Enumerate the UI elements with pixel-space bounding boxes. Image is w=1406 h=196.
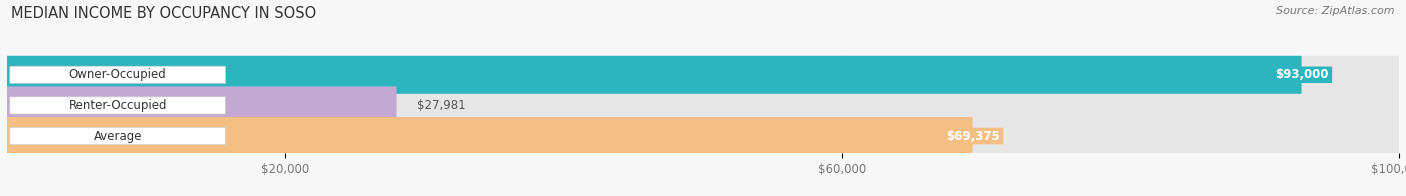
Text: MEDIAN INCOME BY OCCUPANCY IN SOSO: MEDIAN INCOME BY OCCUPANCY IN SOSO — [11, 6, 316, 21]
Text: Average: Average — [93, 130, 142, 142]
Text: $27,981: $27,981 — [418, 99, 465, 112]
FancyBboxPatch shape — [10, 66, 225, 83]
Text: $69,375: $69,375 — [946, 130, 1000, 142]
FancyBboxPatch shape — [10, 97, 225, 114]
FancyBboxPatch shape — [7, 117, 1399, 155]
FancyBboxPatch shape — [7, 86, 1399, 124]
FancyBboxPatch shape — [7, 86, 396, 124]
Text: $93,000: $93,000 — [1275, 68, 1329, 81]
FancyBboxPatch shape — [7, 56, 1302, 94]
FancyBboxPatch shape — [7, 117, 973, 155]
FancyBboxPatch shape — [7, 56, 1399, 94]
FancyBboxPatch shape — [942, 128, 1004, 144]
FancyBboxPatch shape — [1271, 66, 1331, 83]
Text: Renter-Occupied: Renter-Occupied — [69, 99, 167, 112]
FancyBboxPatch shape — [10, 127, 225, 145]
Text: Owner-Occupied: Owner-Occupied — [69, 68, 166, 81]
Text: Source: ZipAtlas.com: Source: ZipAtlas.com — [1277, 6, 1395, 16]
